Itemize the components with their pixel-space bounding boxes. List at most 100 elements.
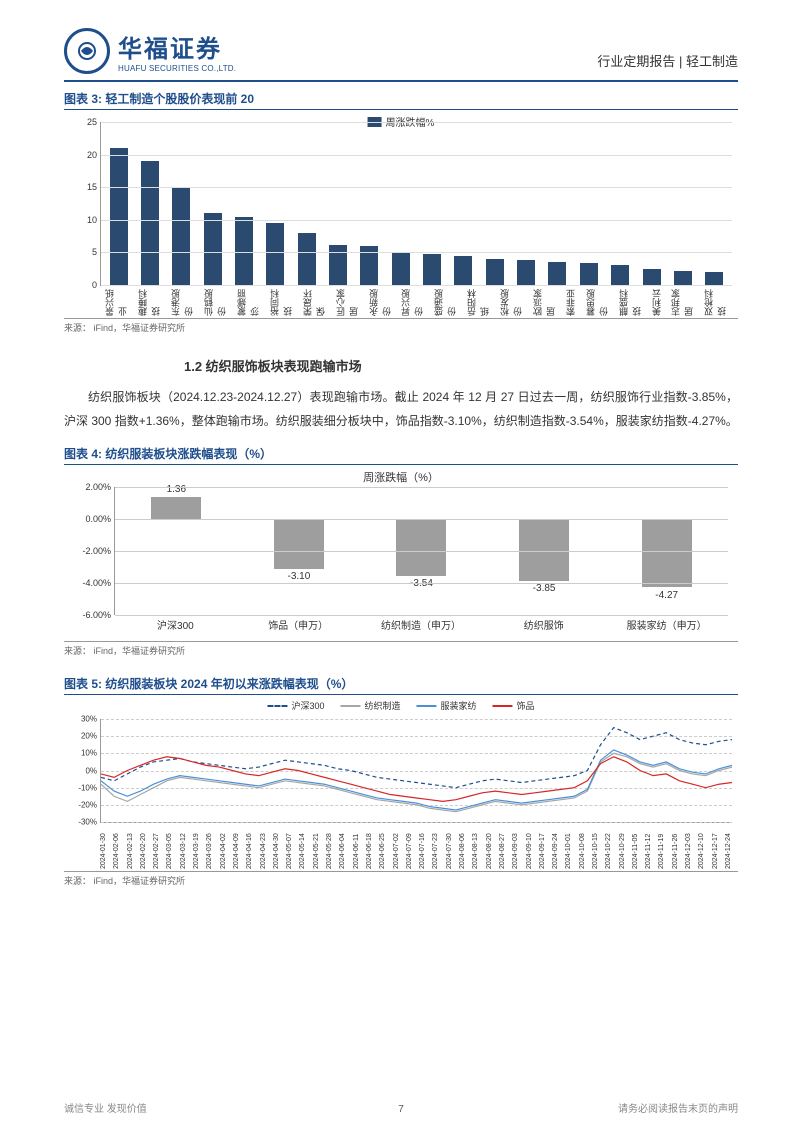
chart5-xlabel: 2024-07-30 — [446, 823, 453, 869]
chart5-xlabel: 2024-02-06 — [113, 823, 120, 869]
chart4-xlabel: 纺织服饰 — [499, 617, 589, 639]
chart4-bar — [274, 519, 324, 569]
chart5-legend-item: 纺织制造 — [340, 699, 400, 712]
chart3-ytick: 5 — [73, 247, 97, 257]
chart5-xlabel: 2024-02-20 — [140, 823, 147, 869]
chart5-xlabel: 2024-08-13 — [472, 823, 479, 869]
chart4-title: 图表 4: 纺织服装板块涨跌幅表现（%） — [64, 441, 738, 465]
chart5-xlabel: 2024-11-12 — [645, 823, 652, 869]
chart5-ytick: 10% — [69, 749, 97, 758]
chart5-source: 来源： iFind，华福证券研究所 — [64, 871, 738, 887]
chart5-xlabel: 2024-03-05 — [166, 823, 173, 869]
chart3-bar — [548, 262, 566, 285]
chart5-xlabel: 2024-10-29 — [619, 823, 626, 869]
chart5-xlabel: 2024-09-17 — [539, 823, 546, 869]
chart5-xlabel: 2024-03-12 — [180, 823, 187, 869]
chart3-bar — [643, 269, 661, 285]
chart5-xlabel: 2024-09-10 — [526, 823, 533, 869]
chart3-bar — [454, 256, 472, 285]
chart5-xlabel: 2024-07-16 — [419, 823, 426, 869]
chart3-xlabel: 永新股份 — [367, 286, 393, 316]
chart5-xlabel: 2024-11-19 — [658, 823, 665, 869]
chart5-xlabel: 2024-09-24 — [552, 823, 559, 869]
chart5-xlabel: 2024-05-07 — [286, 823, 293, 869]
chart3-xlabel: 欧派家居 — [531, 286, 557, 316]
chart3-xlabel: 匠心家居 — [334, 286, 360, 316]
chart3-bar — [235, 217, 253, 285]
chart3-ytick: 25 — [73, 117, 97, 127]
chart3-ytick: 15 — [73, 182, 97, 192]
chart3-xlabel: 荣晟环保 — [301, 286, 327, 316]
section-1-2-text: 纺织服饰板块（2024.12.23-2024.12.27）表现跑输市场。截止 2… — [64, 385, 738, 433]
chart3-xlabel: 昇兴股份 — [399, 286, 425, 316]
chart5-xlabel: 2024-04-09 — [233, 823, 240, 869]
chart3-bar — [298, 233, 316, 285]
chart4-value-label: -3.85 — [533, 583, 556, 594]
chart3-ytick: 0 — [73, 280, 97, 290]
chart4: 周涨跌幅（%） 1.36-3.10-3.54-3.85-4.27 -6.00%-… — [64, 469, 738, 639]
chart4-source: 来源： iFind，华福证券研究所 — [64, 641, 738, 657]
chart3-xlabel: 麒盛科技 — [617, 286, 643, 316]
section-1-2-heading: 1.2 纺织服饰板块表现跑输市场 — [184, 356, 738, 375]
chart5-xlabel: 2024-06-18 — [366, 823, 373, 869]
chart5-xlabel: 2024-05-14 — [299, 823, 306, 869]
chart3-bar — [674, 271, 692, 285]
chart5-xlabel: 2024-10-01 — [565, 823, 572, 869]
chart3-ytick: 10 — [73, 215, 97, 225]
chart3-bar — [141, 161, 159, 285]
chart4-ytick: -2.00% — [69, 546, 111, 556]
chart3-bar — [611, 265, 629, 285]
chart3-xlabel: 松发股份 — [498, 286, 524, 316]
footer-right: 请务必阅读报告末页的声明 — [618, 1100, 738, 1115]
page-number: 7 — [398, 1104, 404, 1115]
chart4-ytick: -6.00% — [69, 610, 111, 620]
chart4-ytick: -4.00% — [69, 578, 111, 588]
chart3-bar — [580, 263, 598, 285]
chart5-line — [101, 728, 732, 788]
chart3-source: 来源： iFind，华福证券研究所 — [64, 318, 738, 334]
page-header: 华福证券 HUAFU SECURITIES CO.,LTD. 行业定期报告 | … — [64, 28, 738, 82]
chart4-value-label: -4.27 — [655, 590, 678, 601]
chart3-xlabel: 慕思股份 — [584, 286, 610, 316]
chart5-xlabel: 2024-04-02 — [220, 823, 227, 869]
chart5-xlabel: 2024-07-23 — [432, 823, 439, 869]
chart5-ytick: 20% — [69, 732, 97, 741]
chart5-ytick: 30% — [69, 715, 97, 724]
chart5-xlabel: 2024-11-26 — [672, 823, 679, 869]
chart5-ytick: -30% — [69, 818, 97, 827]
chart4-xlabel: 服装家纺（申万） — [622, 617, 712, 639]
chart3-bar — [517, 260, 535, 285]
chart5-xlabel: 2024-08-20 — [486, 823, 493, 869]
chart5-legend: 沪深300纺织制造服装家纺饰品 — [267, 699, 534, 712]
chart4-bar — [396, 519, 446, 576]
chart5-xlabel: 2024-10-22 — [605, 823, 612, 869]
chart5-xlabel: 2024-12-17 — [712, 823, 719, 869]
chart3-ytick: 20 — [73, 150, 97, 160]
chart5-xlabel: 2024-06-25 — [379, 823, 386, 869]
chart3-xlabel: 仙鹤股份 — [202, 286, 228, 316]
chart3-bar — [486, 259, 504, 285]
chart5-xlabel: 2024-07-09 — [406, 823, 413, 869]
chart4-xlabel: 纺织制造（申万） — [376, 617, 466, 639]
chart5-xlabel: 2024-08-06 — [459, 823, 466, 869]
header-category: 行业定期报告 | 轻工制造 — [597, 51, 738, 74]
chart5-ytick: -20% — [69, 800, 97, 809]
chart5-legend-item: 沪深300 — [267, 699, 324, 712]
chart5-xlabel: 2024-02-27 — [153, 823, 160, 869]
chart5-xlabel: 2024-05-21 — [313, 823, 320, 869]
chart5-xlabel: 2024-03-19 — [193, 823, 200, 869]
chart5-ytick: -10% — [69, 783, 97, 792]
chart4-bar — [151, 497, 201, 519]
chart4-ytick: 0.00% — [69, 514, 111, 524]
chart5-xlabel: 2024-11-05 — [632, 823, 639, 869]
chart3-xlabel: 岳阳林纸 — [465, 286, 491, 316]
chart3-xlabel: 蒙娜丽莎 — [235, 286, 261, 316]
chart3-xlabel: 景兴纸业 — [103, 286, 129, 316]
logo-en: HUAFU SECURITIES CO.,LTD. — [118, 64, 236, 73]
chart5-xlabel: 2024-12-10 — [698, 823, 705, 869]
chart4-value-label: 1.36 — [167, 484, 186, 495]
chart5-xlabel: 2024-05-28 — [326, 823, 333, 869]
chart4-bar — [642, 519, 692, 587]
chart4-xlabel: 沪深300 — [130, 617, 220, 639]
chart5-xlabel: 2024-07-02 — [393, 823, 400, 869]
